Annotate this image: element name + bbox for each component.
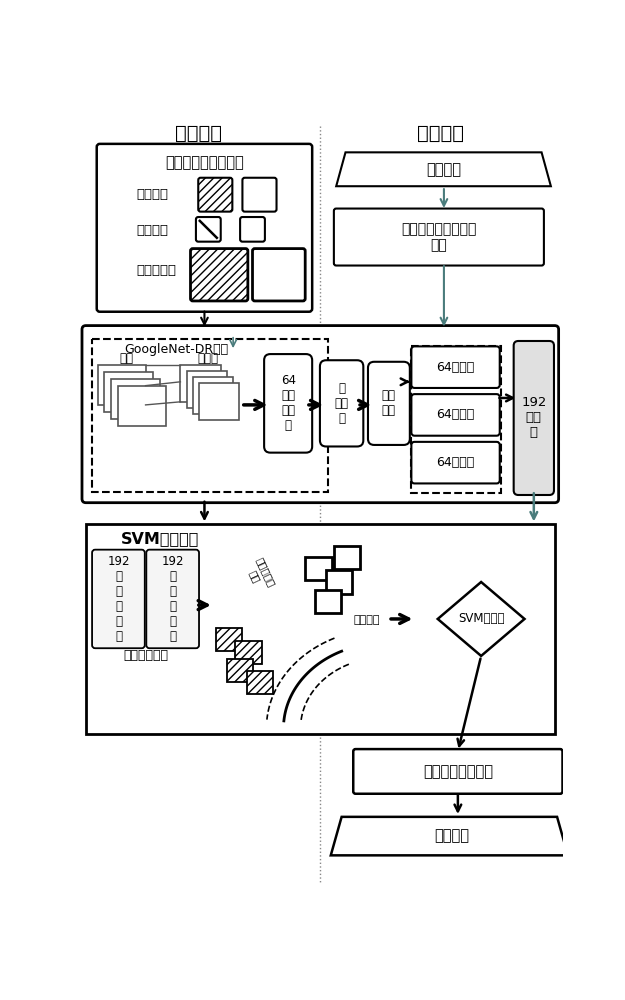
Bar [216,628,242,651]
FancyBboxPatch shape [97,144,312,312]
Text: 64维特征: 64维特征 [436,408,474,421]
Text: 检测图像: 检测图像 [426,162,461,177]
Text: 输出
结果: 输出 结果 [382,389,396,417]
Bar [236,641,262,664]
Text: 区域本身: 区域本身 [136,188,168,201]
Text: 更新分类超
平面: 更新分类超 平面 [244,556,277,593]
Bar [305,557,331,580]
FancyBboxPatch shape [242,178,276,212]
FancyBboxPatch shape [191,249,248,301]
FancyBboxPatch shape [411,394,500,436]
Bar [247,671,273,694]
FancyBboxPatch shape [196,217,221,242]
Bar [199,383,239,420]
FancyBboxPatch shape [334,209,544,266]
Bar [86,524,555,734]
Text: 64
维全
链接
层: 64 维全 链接 层 [281,374,296,432]
Text: 64维特征: 64维特征 [436,456,474,469]
Bar [411,346,501,493]
FancyBboxPatch shape [198,178,232,212]
Polygon shape [438,582,524,656]
Bar [118,386,166,426]
Text: 难分样本: 难分样本 [353,615,380,626]
Text: 训练流程: 训练流程 [175,124,222,143]
Text: SVM类别判定: SVM类别判定 [121,531,199,546]
FancyBboxPatch shape [253,249,305,301]
FancyBboxPatch shape [411,442,500,483]
Text: 训练样本（正、负）: 训练样本（正、负） [165,156,244,171]
FancyBboxPatch shape [240,217,265,242]
Polygon shape [336,152,551,186]
FancyBboxPatch shape [411,346,500,388]
Text: SVM分类器: SVM分类器 [458,612,504,625]
FancyBboxPatch shape [320,360,363,446]
Text: 候选框及三种窗口的
生成: 候选框及三种窗口的 生成 [401,222,476,252]
Bar [314,590,341,613]
Bar [111,379,159,419]
Bar [98,365,146,405]
Text: 正样本负样本: 正样本负样本 [123,649,168,662]
Text: 场景上下文: 场景上下文 [136,264,176,277]
Text: 检测流程: 检测流程 [418,124,464,143]
FancyBboxPatch shape [368,362,410,445]
Text: 192
维
训
练
数
据: 192 维 训 练 数 据 [107,555,129,643]
FancyBboxPatch shape [353,749,562,794]
Text: 192
维特
征: 192 维特 征 [521,396,546,439]
Text: 区域内部: 区域内部 [136,224,168,237]
Bar [181,365,221,402]
Bar [187,371,227,408]
Bar [92,339,329,492]
Text: 卷积: 卷积 [119,352,133,365]
Text: 全
链接
层: 全 链接 层 [334,382,349,425]
FancyBboxPatch shape [514,341,554,495]
Text: GoogleNet-DR模型: GoogleNet-DR模型 [124,343,229,356]
Text: 检测结果: 检测结果 [434,829,469,844]
Bar [227,659,253,682]
Text: 池化层: 池化层 [198,352,219,365]
FancyBboxPatch shape [82,326,559,503]
FancyBboxPatch shape [264,354,312,453]
Text: 候选框定位精处理: 候选框定位精处理 [423,764,493,779]
Bar [326,570,352,594]
Bar [334,546,360,569]
FancyBboxPatch shape [92,550,145,648]
Bar [193,377,233,414]
Bar [104,372,152,412]
FancyBboxPatch shape [146,550,199,648]
Text: 64维特征: 64维特征 [436,361,474,374]
Polygon shape [331,817,568,855]
Text: 192
维
训
练
数
据: 192 维 训 练 数 据 [161,555,184,643]
